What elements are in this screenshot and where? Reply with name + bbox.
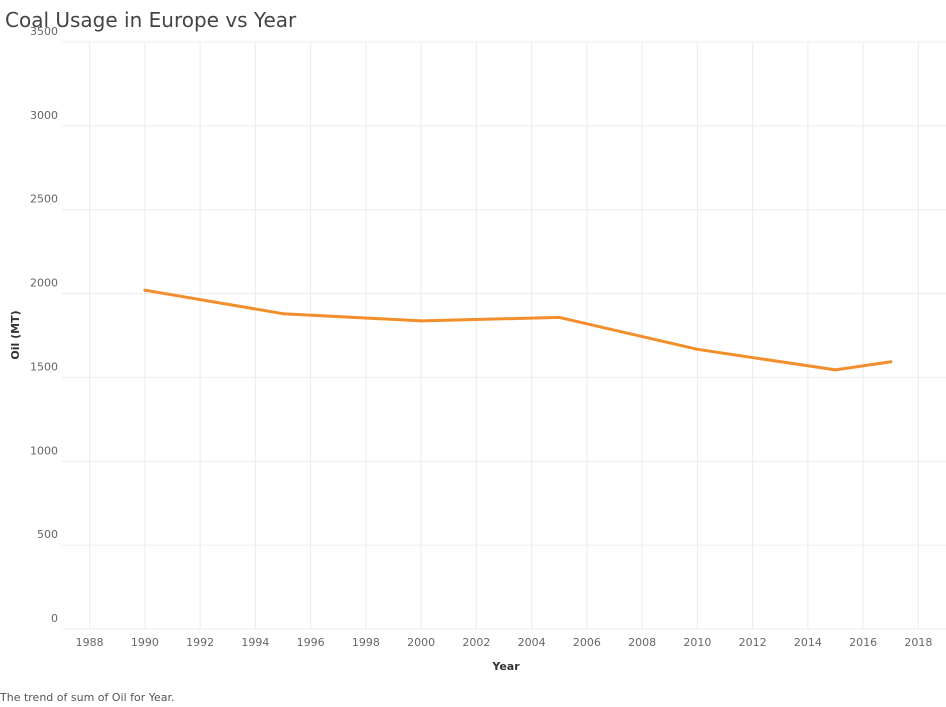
x-tick-label: 1992 [186, 636, 214, 649]
x-tick-label: 2000 [407, 636, 435, 649]
x-tick-label: 1994 [241, 636, 269, 649]
chart-title: Coal Usage in Europe vs Year [5, 8, 297, 32]
x-tick-label: 2008 [628, 636, 656, 649]
y-tick-label: 500 [37, 528, 58, 541]
x-tick-label: 2012 [739, 636, 767, 649]
data-point [834, 368, 837, 372]
x-tick-label: 1988 [76, 636, 104, 649]
x-tick-label: 2018 [904, 636, 932, 649]
x-tick-label: 2004 [518, 636, 546, 649]
y-tick-label: 3000 [30, 109, 58, 122]
y-gridlines [62, 41, 946, 630]
y-axis-ticks: 0 500 1000 1500 2000 2500 3000 3500 [30, 25, 58, 625]
x-tick-label: 2002 [462, 636, 490, 649]
x-tick-label: 1998 [352, 636, 380, 649]
x-gridlines [89, 42, 919, 629]
y-axis-label: Oil (MT) [9, 310, 22, 359]
data-point [143, 288, 147, 292]
series-lines [143, 288, 893, 372]
x-tick-label: 1990 [131, 636, 159, 649]
x-tick-label: 2016 [849, 636, 877, 649]
chart-caption: The trend of sum of Oil for Year. [0, 691, 175, 704]
x-tick-label: 1996 [297, 636, 325, 649]
y-tick-label: 2500 [30, 193, 58, 206]
data-point [695, 347, 699, 351]
series-line [143, 288, 893, 372]
x-tick-label: 2014 [794, 636, 822, 649]
data-point [557, 315, 561, 319]
x-tick-label: 2010 [683, 636, 711, 649]
x-tick-label: 2006 [573, 636, 601, 649]
y-tick-label: 1000 [30, 444, 58, 457]
y-tick-label: 2000 [30, 277, 58, 290]
x-axis-label: Year [491, 660, 520, 673]
y-tick-label: 0 [51, 612, 58, 625]
y-tick-label: 3500 [30, 25, 58, 38]
data-point [419, 319, 423, 323]
y-tick-label: 1500 [30, 360, 58, 373]
x-axis-ticks: 1988 1990 1992 1994 1996 1998 2000 2002 2004 2006… [76, 636, 933, 649]
data-point [889, 360, 893, 364]
data-point [281, 312, 285, 316]
